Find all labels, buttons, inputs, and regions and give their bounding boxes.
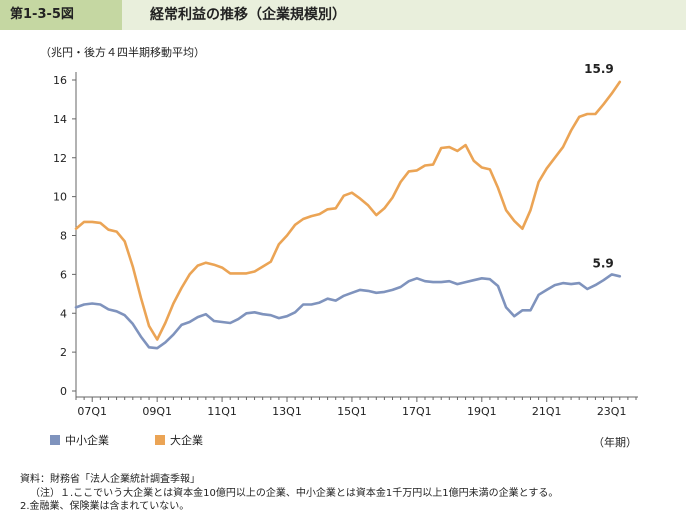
y-tick-label: 8	[60, 230, 67, 243]
note-1: （注）１.ここでいう大企業とは資本金10億円以上の企業、中小企業とは資本金1千万…	[30, 487, 559, 499]
legend-item-small-medium: 中小企業	[50, 433, 109, 447]
x-tick-label: 07Q1	[77, 405, 107, 418]
note-2: 2.金融業、保険業は含まれていない。	[20, 501, 190, 512]
series-line-small-medium	[74, 273, 622, 350]
x-tick-label: 13Q1	[272, 405, 302, 418]
legend-swatch-large	[155, 435, 165, 445]
x-tick-label: 15Q1	[337, 405, 367, 418]
notes: 資料：財務省「法人企業統計調査季報」 （注）１.ここでいう大企業とは資本金10億…	[20, 473, 558, 514]
end-value-label: 15.9	[584, 62, 614, 76]
y-tick-label: 0	[60, 385, 67, 398]
x-tick-label: 11Q1	[207, 405, 237, 418]
y-tick-label: 6	[60, 268, 67, 281]
y-unit-label: （兆円・後方４四半期移動平均）	[40, 46, 205, 59]
y-tick-label: 12	[53, 152, 67, 165]
x-unit-label: （年期）	[593, 436, 637, 449]
legend-item-large: 大企業	[155, 433, 203, 447]
x-tick-label: 09Q1	[142, 405, 172, 418]
series-line-large	[74, 80, 622, 341]
y-tick-label: 16	[53, 74, 67, 87]
end-value-label: 5.9	[593, 256, 614, 270]
x-tick-label: 21Q1	[532, 405, 562, 418]
x-tick-label: 19Q1	[467, 405, 497, 418]
x-tick-label: 23Q1	[597, 405, 627, 418]
y-tick-label: 14	[53, 113, 67, 126]
y-tick-label: 10	[53, 191, 67, 204]
source-note: 資料：財務省「法人企業統計調査季報」	[20, 474, 200, 485]
legend-swatch-small-medium	[50, 435, 60, 445]
x-tick-label: 17Q1	[402, 405, 432, 418]
figure-title: 経常利益の推移（企業規模別）	[150, 7, 346, 23]
y-tick-label: 4	[60, 307, 67, 320]
y-tick-label: 2	[60, 346, 67, 359]
figure-header: 第1-3-5図 経常利益の推移（企業規模別）	[0, 0, 686, 30]
legend-label-small-medium: 中小企業	[65, 434, 109, 447]
legend-label-large: 大企業	[170, 434, 203, 447]
figure-number: 第1-3-5図	[0, 0, 122, 30]
line-chart: 0 2 4 6 8 10 12 14 16 07Q1 09Q1 11Q1 13Q1 15Q1 17Q1 19Q…	[53, 62, 638, 418]
